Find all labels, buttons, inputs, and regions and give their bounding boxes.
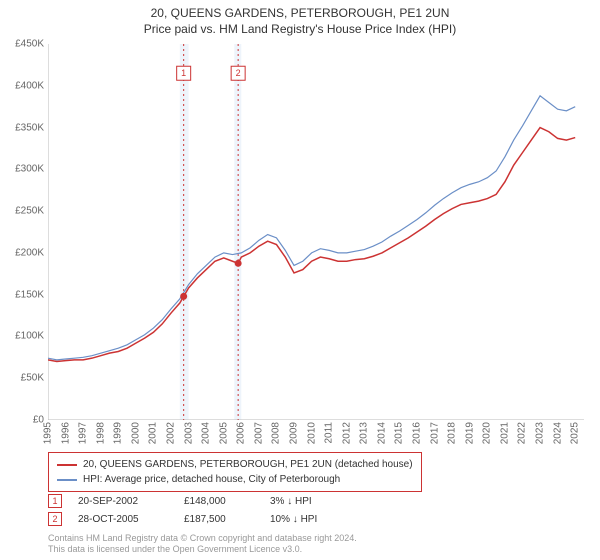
y-axis-label: £200K [2, 247, 44, 258]
chart-title-line1: 20, QUEENS GARDENS, PETERBOROUGH, PE1 2U… [0, 6, 600, 20]
x-axis-label: 2014 [376, 422, 387, 444]
y-axis-label: £150K [2, 289, 44, 300]
x-axis-label: 2024 [552, 422, 563, 444]
x-axis-label: 2023 [535, 422, 546, 444]
footer-line2: This data is licensed under the Open Gov… [48, 544, 357, 556]
x-axis-label: 2010 [306, 422, 317, 444]
footer-line1: Contains HM Land Registry data © Crown c… [48, 533, 357, 545]
svg-text:1: 1 [181, 68, 186, 78]
sale-data-rows: 1 20-SEP-2002 £148,000 3% ↓ HPI 2 28-OCT… [48, 494, 317, 530]
legend: 20, QUEENS GARDENS, PETERBOROUGH, PE1 2U… [48, 452, 422, 492]
y-axis-label: £50K [2, 373, 44, 384]
x-axis-label: 2009 [289, 422, 300, 444]
x-axis-label: 1998 [95, 422, 106, 444]
x-axis-label: 2000 [130, 422, 141, 444]
x-axis-label: 2020 [482, 422, 493, 444]
chart-title-line2: Price paid vs. HM Land Registry's House … [0, 22, 600, 36]
x-axis-label: 1996 [60, 422, 71, 444]
sale-delta: 3% ↓ HPI [270, 496, 312, 507]
chart-svg: 12 [48, 44, 584, 420]
x-axis-label: 2016 [412, 422, 423, 444]
x-axis-label: 2013 [359, 422, 370, 444]
sale-marker-icon: 1 [48, 494, 62, 508]
chart-area: 12 £0£50K£100K£150K£200K£250K£300K£350K£… [48, 44, 584, 420]
chart-title-block: 20, QUEENS GARDENS, PETERBOROUGH, PE1 2U… [0, 0, 600, 36]
legend-swatch [57, 479, 77, 481]
y-axis-label: £400K [2, 80, 44, 91]
x-axis-label: 2002 [166, 422, 177, 444]
x-axis-label: 1999 [113, 422, 124, 444]
legend-item: 20, QUEENS GARDENS, PETERBOROUGH, PE1 2U… [57, 457, 413, 472]
sale-row: 2 28-OCT-2005 £187,500 10% ↓ HPI [48, 512, 317, 526]
sale-price: £187,500 [184, 514, 254, 525]
legend-item: HPI: Average price, detached house, City… [57, 472, 413, 487]
footer-attribution: Contains HM Land Registry data © Crown c… [48, 533, 357, 556]
x-axis-label: 2003 [183, 422, 194, 444]
sale-delta: 10% ↓ HPI [270, 514, 317, 525]
sale-row: 1 20-SEP-2002 £148,000 3% ↓ HPI [48, 494, 317, 508]
y-axis-label: £250K [2, 206, 44, 217]
x-axis-label: 2006 [236, 422, 247, 444]
x-axis-label: 2019 [464, 422, 475, 444]
x-axis-label: 2017 [429, 422, 440, 444]
x-axis-label: 2012 [341, 422, 352, 444]
y-axis-label: £0 [2, 415, 44, 426]
x-axis-label: 2008 [271, 422, 282, 444]
y-axis-label: £350K [2, 122, 44, 133]
x-axis-label: 2021 [499, 422, 510, 444]
legend-swatch [57, 464, 77, 466]
x-axis-label: 2005 [218, 422, 229, 444]
sale-date: 28-OCT-2005 [78, 514, 168, 525]
x-axis-label: 1997 [78, 422, 89, 444]
x-axis-label: 2025 [570, 422, 581, 444]
y-axis-label: £100K [2, 331, 44, 342]
sale-date: 20-SEP-2002 [78, 496, 168, 507]
x-axis-label: 2018 [447, 422, 458, 444]
legend-label: 20, QUEENS GARDENS, PETERBOROUGH, PE1 2U… [83, 457, 413, 472]
sale-marker-icon: 2 [48, 512, 62, 526]
x-axis-label: 2001 [148, 422, 159, 444]
x-axis-label: 2007 [253, 422, 264, 444]
x-axis-label: 2015 [394, 422, 405, 444]
y-axis-label: £300K [2, 164, 44, 175]
y-axis-label: £450K [2, 39, 44, 50]
x-axis-label: 2022 [517, 422, 528, 444]
x-axis-label: 2011 [324, 422, 335, 444]
legend-label: HPI: Average price, detached house, City… [83, 472, 340, 487]
x-axis-label: 2004 [201, 422, 212, 444]
svg-text:2: 2 [236, 68, 241, 78]
x-axis-label: 1995 [43, 422, 54, 444]
sale-price: £148,000 [184, 496, 254, 507]
